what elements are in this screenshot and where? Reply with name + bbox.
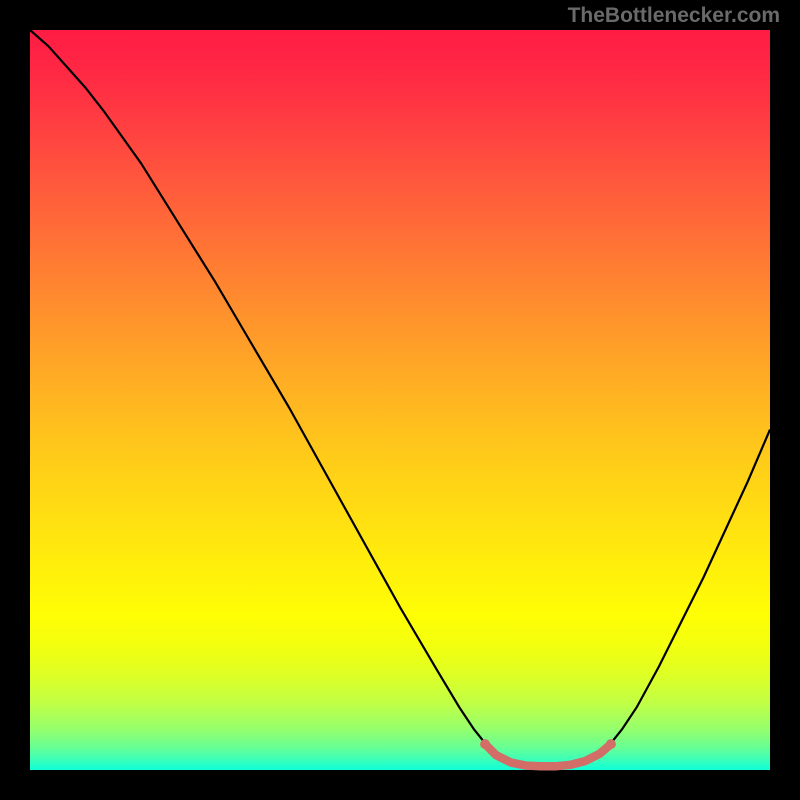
endpoint-dot (606, 739, 616, 749)
plot-background (30, 30, 770, 770)
endpoint-dot (480, 739, 490, 749)
chart-svg (0, 0, 800, 800)
figure-root: { "watermark": { "text": "TheBottlenecke… (0, 0, 800, 800)
watermark-text: TheBottlenecker.com (568, 4, 780, 28)
